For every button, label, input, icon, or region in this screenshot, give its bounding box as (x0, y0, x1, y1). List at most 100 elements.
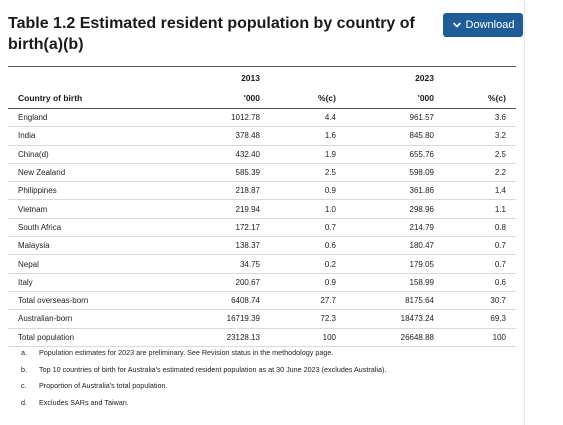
table-row: New Zealand 585.39 2.5 598.09 2.2 (8, 163, 516, 183)
country-cell: Philippines (8, 181, 158, 201)
value-2013-percent-cell: 0.9 (270, 273, 346, 292)
footnote: a. Population estimates for 2023 are prel… (21, 345, 516, 362)
footnote-text: Proportion of Australia's total populati… (39, 381, 168, 390)
table-row: China(d) 432.40 1.9 655.76 2.5 (8, 145, 516, 164)
column-header-2023-percent: %(c) (444, 88, 516, 109)
table-row: Total overseas-born 6408.74 27.7 8175.64 30.… (8, 291, 516, 311)
footnote-text: Excludes SARs and Taiwan. (39, 397, 129, 407)
value-2013-thousands-cell: 585.39 (158, 163, 270, 183)
value-2023-percent-cell: 1.4 (444, 181, 516, 201)
value-2023-percent-cell: 0.6 (444, 273, 516, 292)
value-2023-thousands-cell: 655.76 (346, 145, 444, 164)
footnote-marker: d. (21, 397, 27, 407)
value-2023-thousands-cell: 361.86 (346, 181, 444, 201)
column-header-2023-thousands: '000 (346, 88, 444, 109)
value-2013-thousands-cell: 432.40 (158, 145, 270, 164)
value-2013-thousands-cell: 138.37 (158, 236, 270, 256)
country-cell: India (8, 126, 158, 146)
value-2023-thousands-cell: 961.57 (346, 108, 444, 128)
column-header-2013-percent: %(c) (270, 88, 346, 109)
value-2013-percent-cell: 0.9 (270, 181, 346, 201)
country-cell: England (8, 108, 158, 128)
table-body: England 1012.78 4.4 961.57 3.6 India 378.48 1.6… (8, 108, 516, 347)
value-2023-thousands-cell: 298.96 (346, 199, 444, 219)
value-2023-thousands-cell: 845.80 (346, 126, 444, 146)
year-header-2023: 2023 (346, 66, 444, 88)
country-cell: Total population (8, 328, 158, 347)
value-2023-thousands-cell: 8175.64 (346, 291, 444, 311)
value-2023-percent-cell: 30.7 (444, 291, 516, 311)
value-2023-percent-cell: 0.8 (444, 218, 516, 238)
year-header-spacer (270, 66, 346, 88)
value-2013-percent-cell: 2.5 (270, 163, 346, 183)
country-cell: New Zealand (8, 163, 158, 183)
table-row: India 378.48 1.6 845.80 3.2 (8, 126, 516, 146)
value-2023-percent-cell: 2.5 (444, 145, 516, 164)
year-header-spacer (444, 66, 516, 88)
footnote: b. Top 10 countries of birth for Australi… (21, 362, 516, 379)
content-panel: Table 1.2 Estimated resident population … (8, 0, 525, 425)
population-table: 2013 2023 Country of birth '000 %(c) '00… (8, 66, 516, 347)
value-2013-percent-cell: 4.4 (270, 108, 346, 128)
value-2013-percent-cell: 0.6 (270, 236, 346, 256)
value-2013-percent-cell: 1.6 (270, 126, 346, 146)
value-2023-percent-cell: 0.7 (444, 236, 516, 256)
table-row: South Africa 172.17 0.7 214.79 0.8 (8, 218, 516, 238)
value-2013-thousands-cell: 200.67 (158, 273, 270, 292)
value-2013-percent-cell: 27.7 (270, 291, 346, 311)
value-2013-thousands-cell: 218.87 (158, 181, 270, 201)
footnote-text: Population estimates for 2023 are prelim… (39, 348, 334, 357)
country-cell: Australian-born (8, 309, 158, 329)
download-label: Download (465, 19, 515, 31)
value-2013-percent-cell: 0.2 (270, 254, 346, 274)
value-2023-thousands-cell: 180.47 (346, 236, 444, 256)
table-row: Total population 23128.13 100 26648.88 100 (8, 328, 516, 347)
value-2023-percent-cell: 100 (444, 328, 516, 347)
footnote-marker: b. (21, 364, 27, 374)
value-2013-thousands-cell: 23128.13 (158, 328, 270, 347)
footnote-text: Top 10 countries of birth for Australia'… (39, 364, 387, 374)
table-row: Australian-born 16719.39 72.3 18473.24 69.3 (8, 309, 516, 329)
page-title: Table 1.2 Estimated resident population … (8, 15, 415, 53)
value-2013-thousands-cell: 172.17 (158, 218, 270, 238)
year-header-empty (8, 66, 158, 88)
country-cell: Nepal (8, 254, 158, 274)
footnote: c. Proportion of Australia's total popula… (21, 378, 516, 395)
column-header-country: Country of birth (8, 88, 158, 109)
country-cell: Vietnam (8, 199, 158, 219)
title-row: Table 1.2 Estimated resident population … (8, 13, 523, 55)
value-2013-percent-cell: 1.0 (270, 199, 346, 219)
value-2013-thousands-cell: 6408.74 (158, 291, 270, 311)
country-cell: Total overseas-born (8, 291, 158, 311)
value-2013-thousands-cell: 16719.39 (158, 309, 270, 329)
value-2023-percent-cell: 3.2 (444, 126, 516, 146)
table-row: Nepal 34.75 0.2 179.05 0.7 (8, 254, 516, 274)
year-header-2013: 2013 (158, 66, 270, 88)
value-2023-thousands-cell: 18473.24 (346, 309, 444, 329)
value-2023-percent-cell: 2.2 (444, 163, 516, 183)
value-2023-thousands-cell: 179.05 (346, 254, 444, 274)
value-2023-thousands-cell: 158.99 (346, 273, 444, 292)
value-2023-thousands-cell: 26648.88 (346, 328, 444, 347)
table-row: Philippines 218.87 0.9 361.86 1.4 (8, 181, 516, 201)
column-header-row: Country of birth '000 %(c) '000 %(c) (8, 88, 516, 109)
value-2023-thousands-cell: 598.09 (346, 163, 444, 183)
value-2023-percent-cell: 3.6 (444, 108, 516, 128)
country-cell: South Africa (8, 218, 158, 238)
footnote: d. Excludes SARs and Taiwan. (21, 395, 516, 412)
value-2013-thousands-cell: 219.94 (158, 199, 270, 219)
value-2013-thousands-cell: 1012.78 (158, 108, 270, 128)
footnotes: a. Population estimates for 2023 are prel… (21, 345, 516, 411)
footnote-marker: a. (21, 348, 27, 357)
value-2023-thousands-cell: 214.79 (346, 218, 444, 238)
table-row: Italy 200.67 0.9 158.99 0.6 (8, 273, 516, 292)
country-cell: China(d) (8, 145, 158, 164)
download-button[interactable]: Download (443, 13, 523, 37)
country-cell: Malaysia (8, 236, 158, 256)
table-row: Malaysia 138.37 0.6 180.47 0.7 (8, 236, 516, 256)
year-header-row: 2013 2023 (8, 66, 516, 88)
footnote-marker: c. (21, 381, 27, 390)
country-cell: Italy (8, 273, 158, 292)
value-2013-thousands-cell: 378.48 (158, 126, 270, 146)
column-header-2013-thousands: '000 (158, 88, 270, 109)
